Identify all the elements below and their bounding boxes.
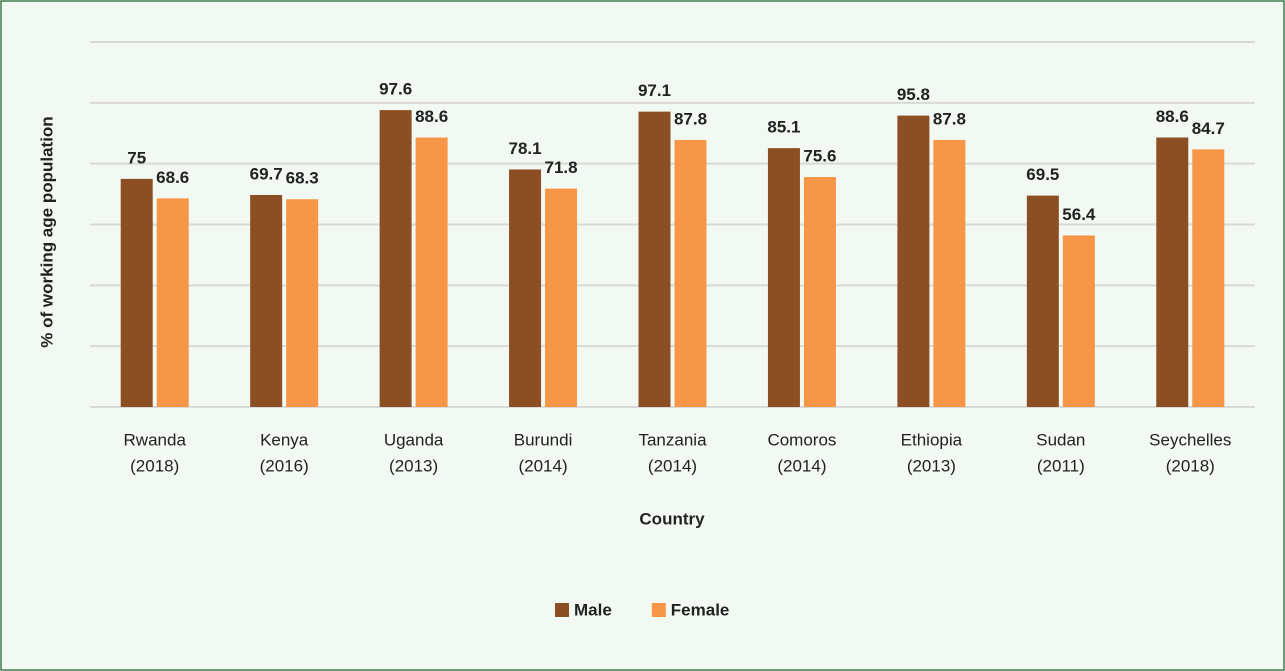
bar — [803, 177, 836, 407]
x-tick-label: Ethiopia — [901, 430, 963, 449]
x-tick-label: Uganda — [384, 430, 444, 449]
value-label: 97.6 — [379, 80, 412, 99]
legend-label: Male — [574, 600, 612, 619]
value-label: 87.8 — [674, 109, 707, 128]
bar — [1156, 137, 1189, 407]
x-tick-label: (2018) — [130, 456, 179, 475]
x-axis-title: Country — [639, 509, 705, 528]
legend-label: Female — [671, 600, 730, 619]
bar — [545, 188, 578, 407]
x-tick-label: Burundi — [514, 430, 573, 449]
x-tick-label: (2016) — [260, 456, 309, 475]
x-tick-label: (2018) — [1166, 456, 1215, 475]
value-label: 78.1 — [509, 139, 542, 158]
x-tick-label: Kenya — [260, 430, 309, 449]
value-label: 75 — [127, 148, 146, 167]
value-label: 56.4 — [1062, 205, 1096, 224]
value-label: 69.5 — [1026, 165, 1059, 184]
value-label: 95.8 — [897, 85, 930, 104]
x-tick-label: (2013) — [907, 456, 956, 475]
value-label: 75.6 — [803, 147, 836, 166]
bar — [156, 198, 189, 407]
legend-swatch — [651, 603, 666, 617]
x-tick-label: Comoros — [767, 430, 836, 449]
value-label: 88.6 — [415, 107, 448, 126]
x-tick-label: (2014) — [648, 456, 697, 475]
value-label: 68.3 — [286, 169, 319, 188]
value-label: 97.1 — [638, 81, 671, 100]
bar — [1026, 195, 1059, 407]
x-tick-label: (2013) — [389, 456, 438, 475]
y-axis-title: % of working age population — [37, 116, 56, 347]
bar — [1062, 235, 1095, 407]
bar — [897, 115, 930, 407]
bar — [933, 139, 966, 408]
bar — [509, 169, 542, 407]
bar — [1192, 149, 1225, 407]
value-label: 68.6 — [156, 168, 189, 187]
x-tick-label: (2014) — [518, 456, 567, 475]
bar — [415, 137, 448, 407]
value-label: 69.7 — [250, 164, 283, 183]
x-tick-label: Tanzania — [638, 430, 707, 449]
x-tick-label: Sudan — [1036, 430, 1085, 449]
bar — [379, 110, 412, 407]
bar — [250, 194, 283, 407]
value-label: 87.8 — [933, 109, 966, 128]
x-tick-label: Seychelles — [1149, 430, 1231, 449]
legend-swatch — [555, 603, 569, 617]
bar — [638, 111, 671, 407]
x-tick-label: Rwanda — [124, 430, 187, 449]
value-label: 85.1 — [767, 118, 800, 137]
value-label: 71.8 — [545, 158, 578, 177]
bar — [674, 139, 707, 408]
x-tick-label: (2014) — [777, 456, 826, 475]
x-tick-label: (2011) — [1037, 456, 1085, 475]
bar — [286, 199, 319, 407]
value-label: 88.6 — [1156, 107, 1189, 126]
bar — [120, 178, 153, 407]
bar — [767, 148, 800, 407]
value-label: 84.7 — [1192, 119, 1225, 138]
